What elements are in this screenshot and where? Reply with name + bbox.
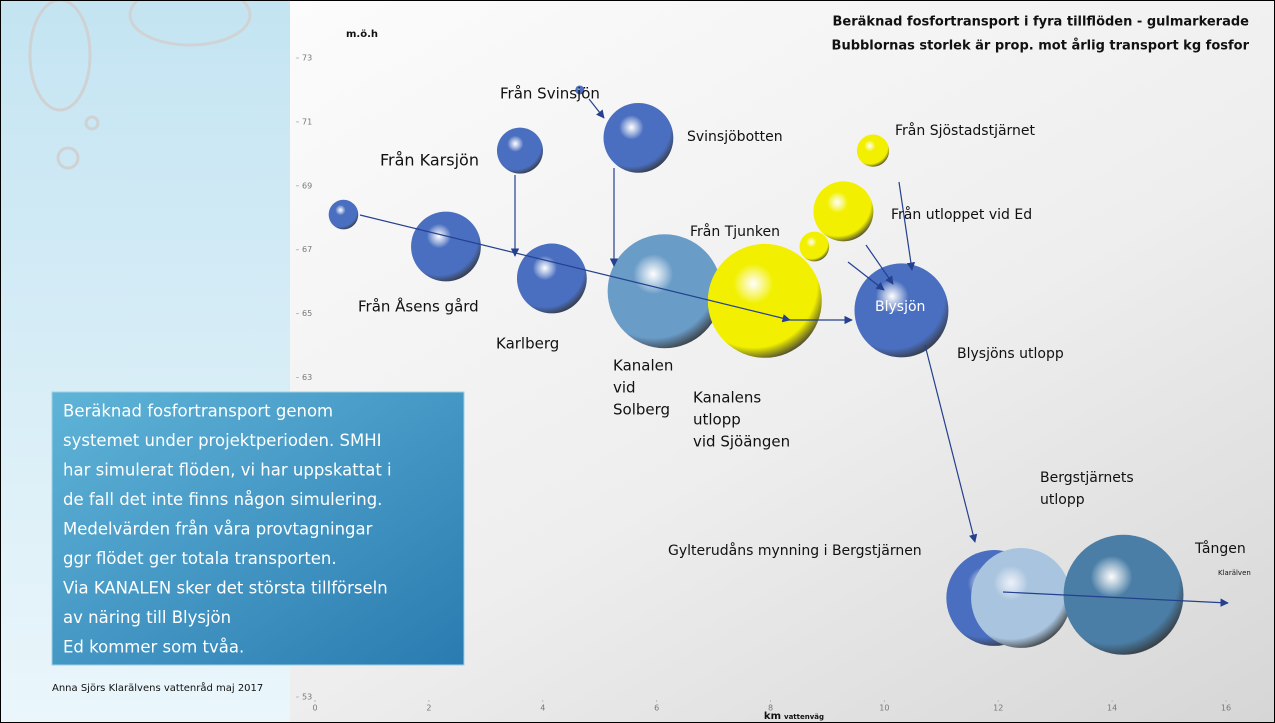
bubble bbox=[971, 547, 1071, 648]
bubble-label: Från Tjunken bbox=[690, 223, 780, 240]
bubble bbox=[516, 243, 587, 314]
x-tick-label: 4 bbox=[540, 704, 545, 713]
bubble bbox=[496, 127, 543, 174]
bubble-label: utlopp bbox=[693, 411, 741, 429]
y-tick-label: 63 bbox=[302, 373, 312, 382]
text-box-line: Medelvärden från våra provtagningar bbox=[63, 520, 373, 539]
bubble-label: Från Sjöstadstjärnet bbox=[895, 122, 1036, 139]
bubble-label: utlopp bbox=[1040, 492, 1085, 508]
bubble bbox=[411, 211, 481, 282]
bubble bbox=[799, 231, 830, 262]
x-tick-label: 12 bbox=[993, 704, 1003, 713]
x-axis-label-sub: vattenväg bbox=[784, 713, 824, 721]
text-box-lines: Beräknad fosfortransport genom systemet u… bbox=[63, 402, 392, 657]
bubble-label: Bergstjärnets bbox=[1040, 470, 1134, 486]
bubble bbox=[603, 102, 674, 173]
bubble bbox=[607, 234, 722, 349]
y-tick-label: 65 bbox=[302, 309, 312, 318]
y-axis-label: m.ö.h bbox=[346, 29, 378, 40]
annotation: Blysjöns utlopp bbox=[957, 346, 1064, 362]
bubble bbox=[1063, 534, 1184, 655]
x-tick-label: 8 bbox=[768, 704, 773, 713]
bubble-label: Solberg bbox=[613, 401, 670, 419]
x-tick-label: 0 bbox=[312, 704, 317, 713]
x-tick-label: 16 bbox=[1221, 704, 1231, 713]
bubble-label: Blysjön bbox=[875, 299, 925, 315]
bubble-label: Tången bbox=[1194, 540, 1246, 557]
bubble bbox=[575, 85, 585, 95]
bubble-label: Svinsjöbotten bbox=[687, 129, 783, 145]
bubble-label: vid bbox=[613, 379, 636, 397]
y-tick-label: 71 bbox=[302, 117, 312, 126]
y-tick-label: 53 bbox=[302, 693, 312, 702]
bubble bbox=[813, 181, 874, 242]
text-box-line: systemet under projektperioden. SMHI bbox=[63, 431, 381, 450]
bubble-label: Gylterudåns mynning i Bergstjärnen bbox=[668, 542, 922, 559]
bubble bbox=[328, 199, 359, 230]
x-axis-label: km bbox=[764, 711, 781, 722]
chart-title: Beräknad fosfortransport i fyra tillflöd… bbox=[833, 15, 1250, 30]
annotation: Klarälven bbox=[1218, 569, 1251, 577]
bubble-label: Från utloppet vid Ed bbox=[891, 206, 1032, 223]
chart-subtitle: Bubblornas storlek är prop. mot årlig tr… bbox=[832, 39, 1250, 54]
text-box-line: Via KANALEN sker det största tillförseln bbox=[63, 579, 388, 598]
text-box-line: av näring till Blysjön bbox=[63, 608, 231, 627]
x-tick-label: 14 bbox=[1107, 704, 1117, 713]
bubble-label: Från Åsens gård bbox=[358, 297, 479, 316]
arrows bbox=[359, 98, 1229, 607]
decor-bubbles bbox=[28, 0, 252, 170]
bubble-label: vid Sjöängen bbox=[693, 433, 790, 451]
bubble bbox=[707, 243, 822, 358]
y-tick-label: 73 bbox=[302, 54, 312, 63]
y-tick-label: 69 bbox=[302, 181, 312, 190]
bubble-label: Från Svinsjön bbox=[500, 85, 600, 103]
text-box-line: de fall det inte finns någon simulering. bbox=[63, 490, 382, 509]
bubble-label: Från Karsjön bbox=[380, 151, 479, 170]
x-tick-label: 2 bbox=[426, 704, 431, 713]
bubble-label: Kanalen bbox=[613, 357, 673, 375]
bubble bbox=[856, 134, 890, 167]
text-box bbox=[51, 391, 465, 666]
text-box-line: ggr flödet ger totala transporten. bbox=[63, 549, 337, 568]
bubble-label: Karlberg bbox=[496, 335, 559, 353]
bubble-label: Kanalens bbox=[693, 389, 761, 407]
text-box-line: har simulerat flöden, vi har uppskattat … bbox=[63, 461, 392, 480]
text-box-line: Beräknad fosfortransport genom bbox=[63, 402, 333, 421]
text-box-line: Ed kommer som tvåa. bbox=[63, 638, 244, 657]
y-tick-label: 67 bbox=[302, 245, 312, 254]
footer: Anna Sjörs Klarälvens vattenråd maj 2017 bbox=[52, 681, 263, 694]
x-tick-label: 6 bbox=[654, 704, 659, 713]
x-tick-label: 10 bbox=[879, 704, 889, 713]
